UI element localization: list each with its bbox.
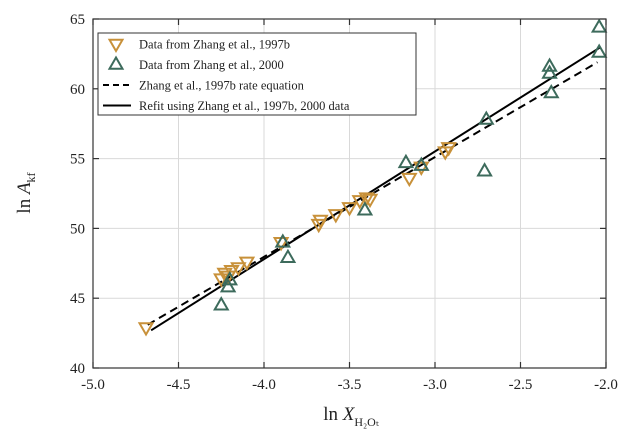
data-point-series-1 [440, 142, 457, 157]
x-tick-label: -3.5 [338, 377, 362, 393]
y-tick-label: 45 [70, 291, 85, 307]
data-point-series-1 [413, 161, 430, 176]
x-axis-label: ln XH₂Oₜ [323, 404, 379, 429]
data-point-series-2 [541, 57, 558, 72]
data-point-series-2 [221, 271, 239, 286]
y-tick-label: 65 [70, 12, 85, 28]
data-point-series-2 [274, 233, 292, 248]
legend: Data from Zhang et al., 1997b Data from Z… [97, 32, 417, 116]
legend-marker-1 [107, 38, 125, 54]
data-point-series-2 [478, 110, 495, 125]
data-point-series-2 [279, 248, 297, 264]
data-point-series-1 [351, 195, 368, 210]
axis-ticks: -5.0 -4.5 -4.0 -3.5 -3.0 -2.5 -2.0 40 45 50 55 60 65 [70, 12, 618, 393]
data-point-series-2 [543, 83, 560, 99]
x-tick-label: -2.0 [594, 377, 618, 393]
data-point-series-2 [213, 296, 230, 311]
plot-area [137, 18, 608, 337]
x-tick-label: -3.0 [423, 377, 447, 393]
y-tick-label: 55 [70, 152, 85, 168]
data-point-series-1 [401, 172, 418, 188]
legend-marker-2 [107, 55, 125, 70]
y-tick-label: 40 [70, 361, 85, 377]
data-point-series-2 [476, 162, 493, 177]
data-point-series-1 [361, 193, 379, 209]
data-point-series-2 [356, 201, 374, 216]
x-tick-label: -4.0 [252, 377, 276, 393]
legend-box [97, 32, 417, 116]
x-tick-label: -5.0 [81, 377, 105, 393]
data-point-series-2 [397, 153, 415, 169]
data-point-series-2 [413, 156, 430, 171]
x-tick-label: -4.5 [167, 377, 191, 393]
y-tick-label: 60 [70, 82, 85, 98]
legend-label-1: Data from Zhang et al., 1997b [139, 38, 290, 52]
legend-label-2: Data from Zhang et al., 2000 [139, 58, 284, 72]
legend-label-3: Zhang et al., 1997b rate equation [139, 79, 305, 93]
legend-label-4: Refit using Zhang et al., 1997b, 2000 da… [139, 99, 350, 113]
data-point-series-2 [541, 64, 558, 79]
data-point-series-1 [230, 262, 247, 277]
data-point-series-1 [341, 202, 358, 217]
data-point-series-1 [327, 209, 345, 224]
data-point-series-1 [137, 322, 155, 337]
data-point-series-1 [312, 214, 329, 230]
data-point-series-1 [223, 264, 240, 280]
data-point-series-2 [219, 278, 237, 293]
data-point-series-1 [358, 192, 375, 207]
x-tick-label: -2.5 [509, 377, 533, 393]
data-point-series-2 [590, 18, 608, 33]
y-axis-label: ln Akf [14, 172, 38, 213]
data-point-series-1 [238, 256, 256, 271]
y-tick-label: 50 [70, 221, 85, 237]
data-point-series-2 [590, 43, 608, 58]
